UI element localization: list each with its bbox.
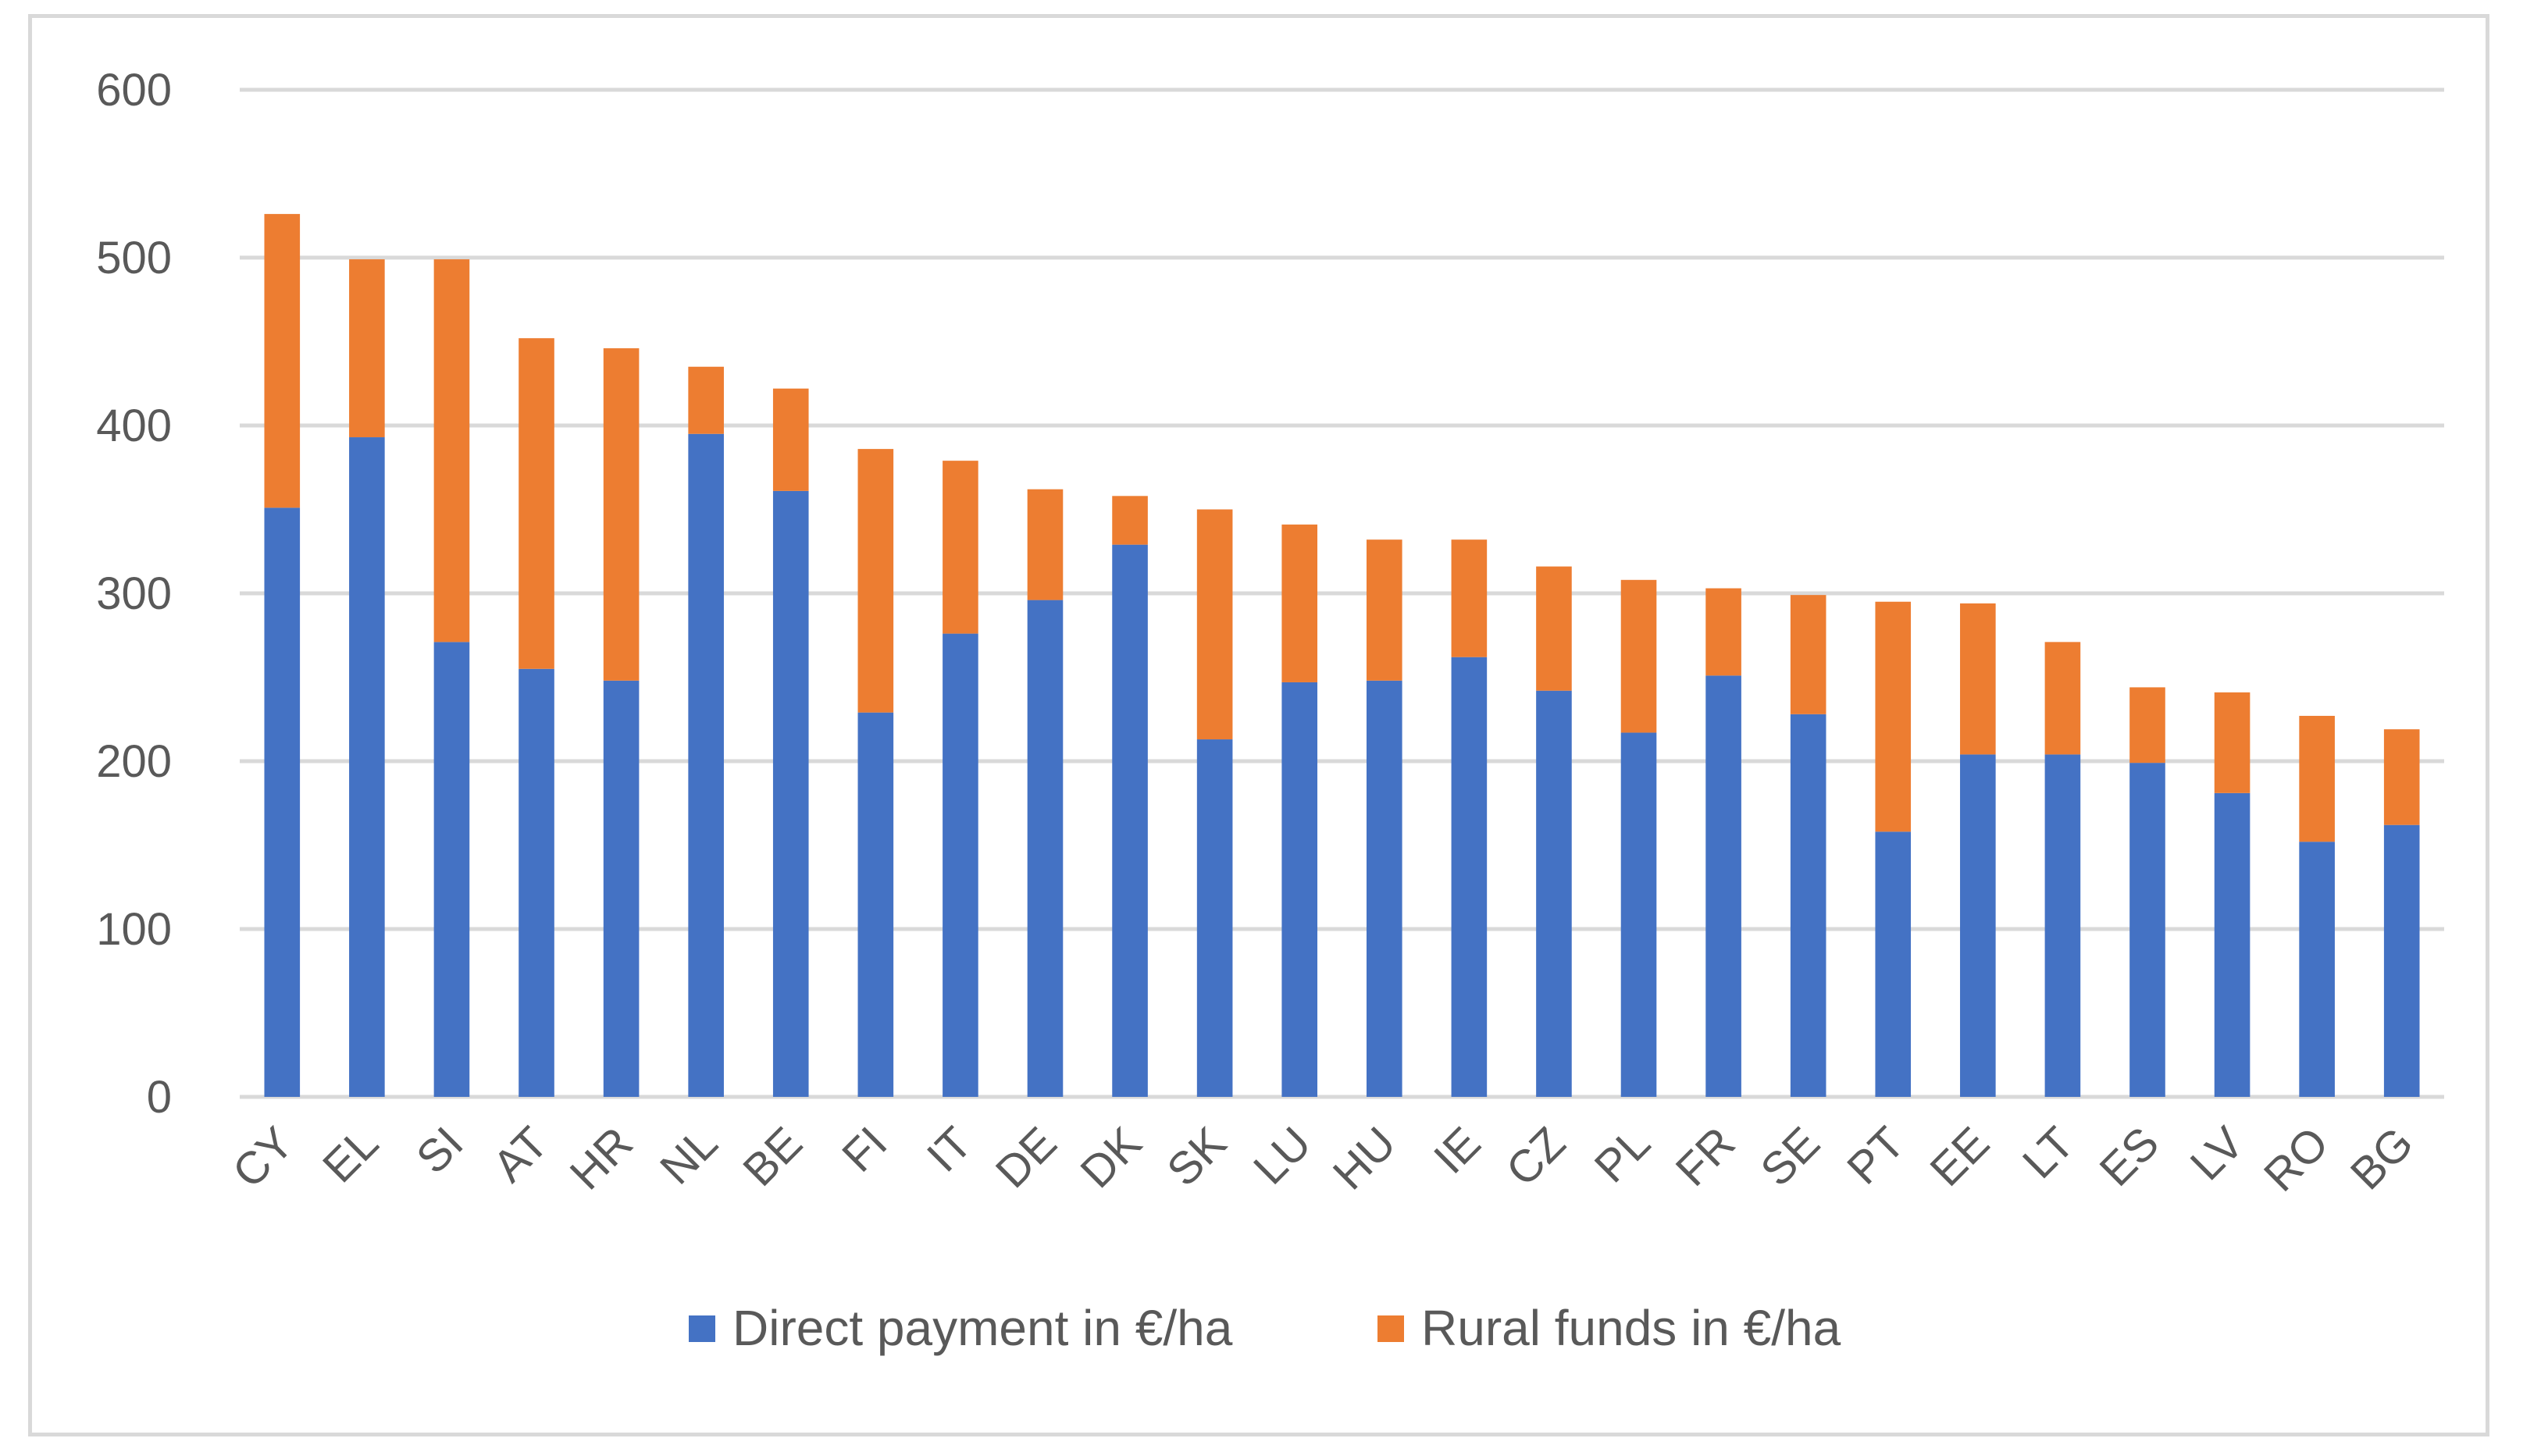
bar-direct-payment-hr [603,680,640,1097]
legend-swatch-rural-funds [1377,1315,1404,1342]
x-tick-label-nl: NL [650,1117,727,1194]
bar-rural-funds-si [433,259,470,643]
bar-rural-funds-at [519,338,554,669]
bar-rural-funds-ee [1960,603,1996,755]
x-tick-label-lv: LV [2181,1117,2254,1190]
x-tick-label-fr: FR [1666,1117,1745,1196]
x-tick-label-ie: IE [1424,1117,1491,1184]
x-tick-label-hu: HU [1324,1117,1406,1199]
y-tick-label: 0 [147,1072,172,1123]
legend-swatch-direct-payment [689,1315,715,1342]
bar-direct-payment-si [433,642,470,1097]
legend: Direct payment in €/ha Rural funds in €/… [689,1300,1841,1356]
y-tick-label: 400 [96,400,172,451]
bar-direct-payment-es [2129,763,2165,1097]
bar-rural-funds-cy [264,214,301,508]
x-tick-label-de: DE [986,1117,1067,1198]
bars [264,214,2420,1097]
bar-rural-funds-de [1027,489,1064,600]
bar-direct-payment-sk [1196,739,1233,1097]
y-tick-label: 100 [96,904,172,955]
bar-rural-funds-fi [857,449,894,713]
bar-direct-payment-pt [1875,831,1912,1097]
bar-rural-funds-hu [1366,539,1402,681]
x-tick-label-fi: FI [832,1117,896,1181]
bar-direct-payment-lv [2214,792,2251,1097]
bar-direct-payment-ie [1451,657,1488,1097]
bar-rural-funds-dk [1112,496,1148,545]
bar-rural-funds-be [772,388,809,491]
gridlines [240,87,2444,1099]
bar-rural-funds-es [2129,687,2165,764]
y-tick-label: 200 [96,736,172,787]
bar-rural-funds-bg [2383,729,2420,825]
bar-direct-payment-el [349,437,385,1097]
bar-direct-payment-se [1790,714,1826,1097]
bar-rural-funds-sk [1196,509,1233,740]
bar-rural-funds-ro [2299,715,2335,842]
x-tick-label-bg: BG [2341,1117,2423,1199]
bar-direct-payment-bg [2383,824,2420,1097]
bar-rural-funds-pt [1875,601,1912,832]
bar-direct-payment-cy [264,507,301,1097]
y-axis-tick-labels: 0 100 200 300 400 500 600 [96,65,172,1123]
bar-rural-funds-lt [2044,642,2081,755]
bar-direct-payment-be [772,490,809,1097]
legend-label-rural-funds: Rural funds in €/ha [1421,1300,1841,1356]
bar-rural-funds-hr [603,348,640,681]
bar-direct-payment-dk [1112,544,1148,1097]
bar-direct-payment-fi [857,712,894,1097]
bar-rural-funds-cz [1536,566,1572,691]
x-tick-label-lt: LT [2013,1117,2084,1188]
x-tick-label-pt: PT [1837,1117,1914,1194]
bar-direct-payment-lt [2044,754,2081,1097]
bar-direct-payment-nl [688,433,724,1097]
y-tick-label: 500 [96,233,172,283]
bar-rural-funds-pl [1620,579,1657,733]
bar-direct-payment-de [1027,600,1064,1097]
x-tick-label-ro: RO [2254,1117,2338,1201]
x-tick-label-si: SI [407,1117,473,1184]
bar-direct-payment-ro [2299,842,2335,1097]
bar-direct-payment-cz [1536,690,1572,1097]
x-tick-label-se: SE [1751,1117,1830,1196]
bar-direct-payment-it [943,633,978,1097]
x-tick-label-dk: DK [1071,1117,1151,1198]
bar-rural-funds-lv [2214,692,2251,793]
x-tick-label-at: AT [483,1117,558,1191]
x-tick-label-be: BE [733,1117,812,1196]
bar-rural-funds-it [943,461,978,634]
x-tick-label-el: EL [313,1117,388,1192]
bar-rural-funds-lu [1281,524,1318,682]
bar-rural-funds-fr [1705,588,1741,676]
x-tick-label-lu: LU [1244,1117,1320,1194]
bar-direct-payment-hu [1366,680,1402,1097]
x-tick-label-pl: PL [1585,1117,1660,1192]
bar-direct-payment-pl [1620,732,1657,1097]
bar-direct-payment-lu [1281,682,1318,1097]
legend-label-direct-payment: Direct payment in €/ha [732,1300,1233,1356]
x-tick-label-hr: HR [561,1117,643,1199]
x-tick-label-ee: EE [1920,1117,1999,1196]
x-tick-label-cy: CY [223,1117,304,1198]
bar-rural-funds-el [349,259,385,438]
bar-direct-payment-at [519,668,554,1097]
x-axis-tick-labels: CY EL SI AT HR NL BE FI IT DE DK SK LU HU IE CZ PL FR SE PT… [223,1117,2423,1201]
bar-direct-payment-ee [1960,754,1996,1097]
bar-rural-funds-ie [1451,539,1488,657]
y-tick-label: 600 [96,65,172,116]
bar-rural-funds-se [1790,595,1826,714]
x-tick-label-it: IT [918,1117,982,1181]
y-tick-label: 300 [96,568,172,619]
x-tick-label-es: ES [2090,1117,2169,1196]
x-tick-label-cz: CZ [1496,1117,1575,1196]
bar-rural-funds-nl [688,366,724,434]
bar-direct-payment-fr [1705,675,1741,1097]
x-tick-label-sk: SK [1157,1117,1236,1196]
